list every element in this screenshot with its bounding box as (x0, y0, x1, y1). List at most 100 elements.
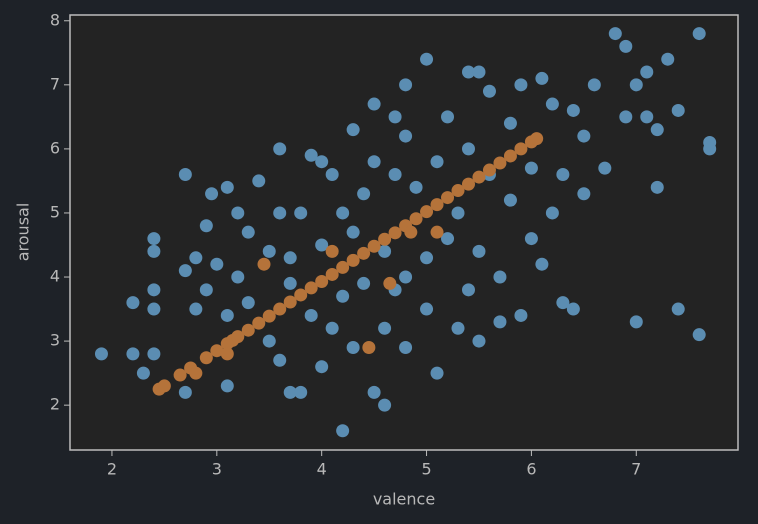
point (535, 71, 549, 85)
x-tick-label: 7 (631, 460, 641, 479)
point (503, 116, 517, 130)
point (556, 168, 570, 182)
point (262, 334, 276, 348)
point (472, 334, 486, 348)
point (629, 78, 643, 92)
point (378, 398, 392, 412)
point (378, 321, 392, 335)
point (587, 78, 601, 92)
point (461, 177, 475, 191)
point (420, 251, 434, 265)
point (451, 184, 465, 198)
point (493, 270, 507, 284)
point (231, 206, 245, 220)
point (441, 232, 455, 246)
point (503, 149, 517, 163)
point (577, 187, 591, 201)
y-tick-label: 3 (50, 331, 60, 350)
x-axis-label: valence (373, 490, 435, 509)
point (357, 187, 371, 201)
point (671, 302, 685, 316)
point (535, 257, 549, 271)
point (472, 244, 486, 258)
point (493, 156, 507, 170)
point (178, 168, 192, 182)
point (388, 168, 402, 182)
point (346, 225, 360, 239)
point (315, 155, 329, 169)
y-tick-label: 2 (50, 395, 60, 414)
y-tick-label: 5 (50, 202, 60, 221)
point (315, 275, 329, 289)
point (304, 148, 318, 162)
point (640, 65, 654, 79)
point (409, 212, 423, 226)
point (388, 110, 402, 124)
point (273, 302, 287, 316)
point (640, 110, 654, 124)
point (273, 353, 287, 367)
point (283, 251, 297, 265)
point (503, 193, 517, 207)
point (482, 84, 496, 98)
point (273, 142, 287, 156)
point (703, 142, 717, 156)
point (430, 225, 444, 239)
point (420, 205, 434, 219)
point (210, 344, 224, 358)
point (524, 232, 538, 246)
point (231, 270, 245, 284)
point (189, 251, 203, 265)
point (199, 219, 213, 233)
point (220, 180, 234, 194)
point (399, 78, 413, 92)
point (692, 27, 706, 41)
point (472, 170, 486, 184)
point (692, 328, 706, 342)
point (524, 161, 538, 175)
point (241, 225, 255, 239)
point (514, 308, 528, 322)
point (451, 321, 465, 335)
point (252, 316, 266, 330)
point (220, 379, 234, 393)
point (136, 366, 150, 380)
point (304, 281, 318, 295)
y-axis-label: arousal (14, 203, 33, 262)
point (220, 308, 234, 322)
point (362, 340, 376, 354)
point (147, 347, 161, 361)
x-tick-label: 2 (107, 460, 117, 479)
point (178, 385, 192, 399)
point (514, 78, 528, 92)
point (241, 296, 255, 310)
y-tick-label: 8 (50, 10, 60, 29)
point (514, 142, 528, 156)
point (241, 323, 255, 337)
point (147, 232, 161, 246)
point (367, 385, 381, 399)
point (619, 110, 633, 124)
point (199, 283, 213, 297)
point (304, 308, 318, 322)
point (294, 206, 308, 220)
point (404, 225, 418, 239)
point (650, 123, 664, 137)
point (430, 366, 444, 380)
point (472, 65, 486, 79)
point (650, 180, 664, 194)
point (325, 168, 339, 182)
point (257, 257, 271, 271)
point (367, 239, 381, 253)
point (147, 302, 161, 316)
point (357, 246, 371, 260)
point (409, 180, 423, 194)
point (315, 238, 329, 252)
point (378, 232, 392, 246)
x-tick-label: 5 (421, 460, 431, 479)
point (566, 103, 580, 117)
point (430, 155, 444, 169)
point (619, 39, 633, 53)
point (346, 340, 360, 354)
point (598, 161, 612, 175)
